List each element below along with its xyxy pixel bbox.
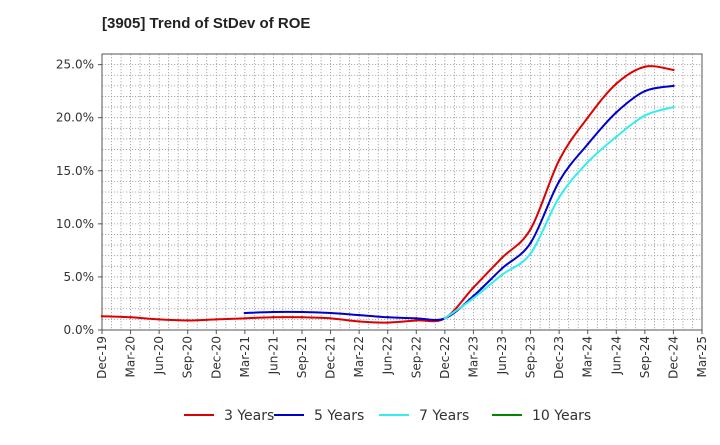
data-point-5-years [243, 311, 247, 315]
data-point-5-years [672, 84, 675, 88]
data-point-7-years [443, 317, 447, 320]
data-point-5-years [415, 317, 418, 320]
data-point-3-years [100, 315, 104, 318]
y-tick-label: 0.0% [64, 323, 95, 337]
data-point-7-years [557, 196, 561, 199]
data-point-5-years [557, 180, 561, 183]
x-tick-label: Dec-20 [209, 336, 223, 379]
data-point-3-years [129, 316, 132, 319]
data-point-3-years [643, 65, 647, 68]
x-tick-label: Jun-24 [609, 336, 623, 375]
x-tick-label: Sep-22 [409, 336, 423, 378]
data-point-7-years [643, 114, 647, 117]
y-tick-label: 20.0% [56, 111, 94, 125]
legend-label-3-years: 3 Years [224, 408, 274, 424]
x-tick-label: Jun-20 [152, 336, 166, 375]
x-tick-label: Dec-24 [666, 336, 680, 379]
data-point-5-years [329, 311, 332, 315]
x-tick-label: Dec-22 [438, 336, 452, 379]
x-tick-label: Mar-23 [466, 336, 480, 377]
data-point-3-years [243, 317, 247, 320]
data-point-7-years [472, 296, 475, 300]
data-point-5-years [357, 313, 361, 317]
data-point-5-years [386, 316, 389, 319]
data-point-5-years [615, 111, 618, 114]
y-tick-label: 10.0% [56, 217, 94, 231]
x-tick-label: Sep-20 [181, 336, 195, 378]
data-point-7-years [615, 135, 618, 138]
data-point-3-years [557, 158, 561, 162]
data-point-5-years [586, 143, 589, 146]
data-point-3-years [272, 316, 275, 319]
chart-title: [3905] Trend of StDev of ROE [102, 15, 311, 32]
legend-label-5-years: 5 Years [314, 408, 364, 424]
data-point-3-years [500, 256, 504, 260]
legend-label-10-years: 10 Years [532, 408, 591, 424]
data-point-3-years [615, 82, 618, 85]
x-tick-label: Jun-22 [381, 336, 395, 375]
x-tick-label: Dec-23 [552, 336, 566, 379]
x-tick-label: Jun-23 [495, 336, 509, 375]
data-point-3-years [472, 286, 475, 289]
data-point-5-years [500, 267, 504, 270]
x-tick-label: Sep-24 [638, 336, 652, 378]
data-point-3-years [357, 320, 361, 323]
x-tick-label: Mar-20 [124, 336, 138, 377]
data-point-3-years [415, 319, 418, 322]
y-tick-label: 15.0% [56, 164, 94, 178]
data-point-3-years [672, 68, 675, 72]
data-point-7-years [500, 273, 504, 276]
data-point-7-years [672, 105, 675, 109]
x-tick-label: Sep-23 [524, 336, 538, 378]
data-point-5-years [529, 241, 532, 245]
x-tick-label: Mar-25 [695, 336, 709, 377]
data-point-3-years [157, 318, 161, 321]
data-point-3-years [300, 316, 304, 319]
x-tick-label: Sep-21 [295, 336, 309, 378]
x-tick-label: Dec-19 [95, 336, 109, 379]
data-point-3-years [329, 317, 332, 320]
x-tick-label: Mar-21 [238, 336, 252, 377]
y-tick-label: 25.0% [56, 58, 94, 72]
data-point-5-years [300, 310, 304, 314]
data-point-7-years [586, 161, 589, 164]
x-tick-label: Mar-24 [581, 336, 595, 377]
y-tick-label: 5.0% [64, 270, 95, 284]
data-point-5-years [272, 310, 275, 314]
data-point-3-years [386, 321, 389, 324]
data-point-3-years [215, 318, 218, 321]
x-tick-label: Mar-22 [352, 336, 366, 377]
plot-border [101, 53, 703, 331]
data-point-3-years [529, 227, 532, 231]
legend-label-7-years: 7 Years [419, 408, 469, 424]
data-point-3-years [586, 116, 589, 119]
data-point-3-years [186, 319, 189, 322]
x-tick-label: Dec-21 [324, 336, 338, 379]
x-tick-label: Jun-21 [266, 336, 280, 375]
data-point-7-years [529, 252, 532, 255]
data-point-5-years [643, 89, 647, 93]
